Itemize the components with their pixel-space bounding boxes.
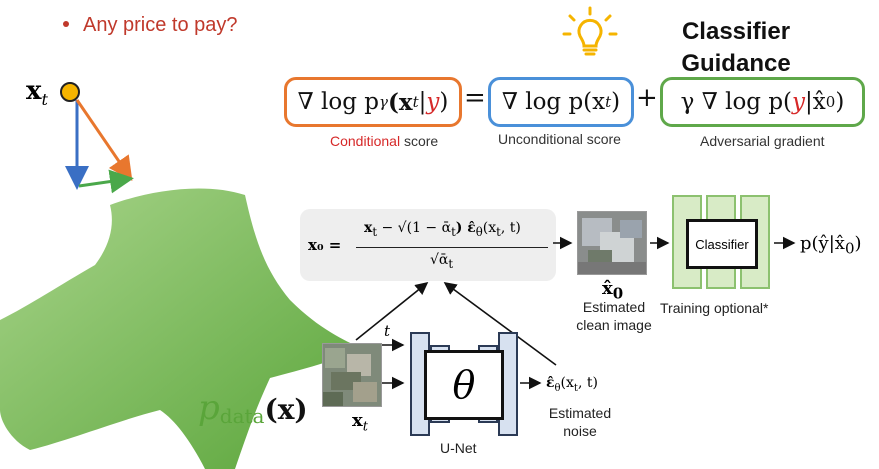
- estimated-noise-line2: noise: [563, 423, 597, 439]
- caption-score-word: score: [400, 133, 439, 149]
- guidance-title-line2: Guidance: [681, 50, 791, 77]
- lightbulb-icon: [562, 6, 618, 56]
- classifier-output: p(ŷ|x̂0): [800, 233, 862, 258]
- num-b-sub: t: [451, 224, 456, 239]
- score-vector-diagram: [60, 82, 134, 194]
- num-a-sub: t: [372, 224, 378, 239]
- eps-close: , t): [577, 375, 598, 391]
- caption-conditional-word: Conditional: [330, 133, 401, 149]
- adversarial-gradient-caption: Adversarial gradient: [700, 133, 825, 149]
- eq-rhs-y: y: [792, 89, 806, 115]
- eps-arg: (x: [560, 375, 574, 391]
- eq-rhs-rest: |x̂: [805, 89, 826, 115]
- num-c-sub: θ: [475, 224, 483, 239]
- unet-core: θ: [424, 350, 504, 420]
- xt-bottom-label: xt: [352, 410, 368, 435]
- eq-lhs-prefix: ∇ log p: [297, 89, 379, 115]
- plus-sign: +: [636, 83, 658, 113]
- eq-lhs-close: ): [439, 89, 449, 115]
- p-data-p: p: [198, 388, 220, 428]
- estimated-clean-line2: clean image: [576, 317, 652, 333]
- eq-lhs-y: y: [426, 89, 440, 115]
- equals-sign: =: [464, 83, 486, 113]
- eps-arg-sub: t: [573, 382, 578, 394]
- p-data-label: pdata(x): [198, 388, 308, 428]
- arrow-noise-to-formula: [443, 282, 557, 366]
- estimated-noise-line1: Estimated: [548, 405, 612, 421]
- num-b: − √(1 − ᾱ: [381, 220, 452, 236]
- formula-denominator: √ᾱt: [430, 252, 453, 271]
- xt-top-label: xt: [26, 76, 48, 109]
- p-data-sub: data: [219, 404, 265, 429]
- unconditional-score-caption: Unconditional score: [498, 131, 621, 147]
- formula-numerator: xt − √(1 − ᾱt) ε̂θ(xt, t): [364, 220, 521, 239]
- arrow-xt-to-formula: [355, 281, 429, 341]
- bullet-question: Any price to pay?: [63, 14, 238, 37]
- eps-symbol: ε̂: [546, 375, 555, 391]
- num-d-sub: t: [496, 224, 501, 239]
- eps-output: ε̂θ(xt, t): [546, 375, 598, 394]
- num-a: x: [364, 220, 373, 236]
- xt-top-x: x: [26, 76, 42, 106]
- eq-lhs-sub: γ: [379, 93, 388, 111]
- xt-bottom-sub: t: [362, 419, 368, 435]
- eq-mid: ∇ log p(x: [501, 89, 606, 115]
- conditional-score-caption: Conditional score: [330, 133, 438, 149]
- noisy-image-xt: [322, 343, 382, 407]
- guidance-title-line1: Classifier: [681, 18, 791, 45]
- den: √ᾱ: [430, 252, 449, 268]
- eq-mid-sub: t: [605, 93, 612, 111]
- output-sub: 0: [844, 239, 855, 258]
- estimated-clean-line1: Estimated: [582, 299, 646, 315]
- x0-formula-panel: [300, 209, 556, 281]
- num-e: , t): [500, 220, 521, 236]
- unet-label: U-Net: [440, 440, 477, 456]
- eps-sub: θ: [554, 382, 561, 394]
- t-label: t: [384, 322, 391, 340]
- conditional-score-box: ∇ log p γ (x t | y): [284, 77, 462, 127]
- xt-bottom-x: x: [352, 410, 363, 431]
- eq-lhs-bar: |: [418, 89, 427, 115]
- output-close: ): [854, 233, 862, 254]
- eq-lhs-open: (x: [387, 88, 413, 116]
- classifier-box: Classifier: [686, 219, 758, 269]
- x0-hat: x̂: [602, 278, 613, 299]
- formula-fraction-bar: [356, 247, 548, 248]
- eq-lhs-arg-sub: t: [412, 93, 419, 111]
- guidance-vector: [78, 169, 134, 194]
- conditional-vector: [75, 99, 133, 181]
- xt-top-sub: t: [41, 90, 48, 110]
- estimated-clean-label: Estimated clean image: [566, 298, 662, 334]
- unconditional-score-box: ∇ log p(x t): [488, 77, 634, 127]
- classifier-guidance-title: Classifier Guidance: [668, 16, 804, 80]
- training-optional-label: Training optional*: [660, 300, 769, 316]
- eq-rhs-close: ): [835, 89, 845, 115]
- bullet-dot: [63, 20, 69, 27]
- eq-mid-close: ): [611, 89, 621, 115]
- formula-lhs: x₀ =: [308, 236, 342, 254]
- estimated-noise-label: Estimated noise: [540, 404, 620, 440]
- num-d: (x: [482, 220, 497, 236]
- eq-rhs-prefix: γ ∇ log p(: [680, 89, 793, 115]
- eq-rhs-sub: 0: [825, 93, 836, 111]
- estimated-clean-image: [577, 211, 647, 275]
- bullet-text: Any price to pay?: [83, 14, 238, 36]
- output-text: p(ŷ|x̂: [800, 233, 845, 254]
- num-c: ) ε̂: [455, 220, 476, 236]
- xt-point: [60, 82, 80, 102]
- adversarial-gradient-box: γ ∇ log p(y |x̂ 0): [660, 77, 865, 127]
- den-sub: t: [448, 256, 454, 271]
- p-data-arg: (x): [264, 393, 308, 426]
- x0-hat-label: x̂0: [602, 278, 623, 303]
- x0-hat-sub: 0: [612, 284, 624, 303]
